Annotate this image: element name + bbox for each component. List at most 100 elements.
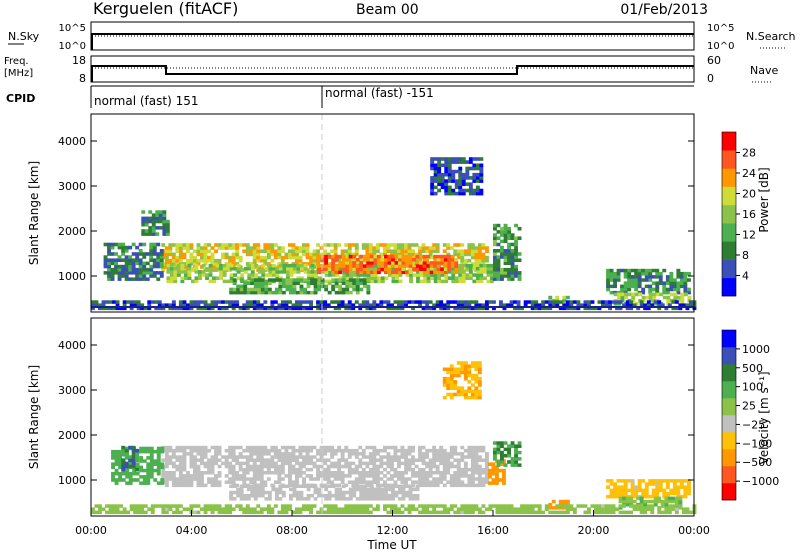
heatmap-cell xyxy=(432,483,437,488)
heatmap-cell xyxy=(503,255,508,259)
heatmap-cell xyxy=(337,448,342,453)
heatmap-cell xyxy=(495,504,500,508)
heatmap-cell xyxy=(125,475,130,479)
heatmap-cell xyxy=(502,478,506,482)
heatmap-cell xyxy=(517,226,522,231)
heatmap-cell xyxy=(551,506,556,510)
heatmap-cell xyxy=(470,504,475,508)
heatmap-cell xyxy=(259,510,264,515)
heatmap-cell xyxy=(121,271,126,275)
colorbar-swatch xyxy=(722,223,736,242)
heatmap-cell xyxy=(641,271,646,276)
heatmap-cell xyxy=(178,464,183,469)
heatmap-cell xyxy=(358,306,363,311)
heatmap-cell xyxy=(683,494,688,499)
heatmap-cell xyxy=(411,243,415,247)
heatmap-cell xyxy=(449,392,454,397)
heatmap-cell xyxy=(470,507,475,511)
heatmap-cell xyxy=(613,284,617,289)
heatmap-cell xyxy=(510,274,515,278)
heatmap-cell xyxy=(404,471,408,475)
heatmap-cell xyxy=(324,264,329,268)
heatmap-cell xyxy=(292,278,297,282)
heatmap-cell xyxy=(273,448,278,453)
heatmap-cell xyxy=(303,497,307,501)
heatmap-cell xyxy=(387,264,392,268)
heatmap-cell xyxy=(361,448,366,453)
heatmap-cell xyxy=(646,306,651,311)
heatmap-cell xyxy=(590,300,595,304)
heatmap-cell xyxy=(496,450,501,455)
heatmap-cell xyxy=(148,219,153,224)
heatmap-cell xyxy=(366,290,371,295)
heatmap-cell xyxy=(387,261,392,265)
heatmap-cell xyxy=(460,303,465,307)
heatmap-cell xyxy=(648,278,653,282)
heatmap-cell xyxy=(114,271,118,275)
heatmap-cell xyxy=(418,471,422,475)
heatmap-cell xyxy=(263,300,268,304)
heatmap-cell xyxy=(242,306,247,311)
heatmap-cell xyxy=(435,483,440,488)
heatmap-cell xyxy=(470,480,475,484)
heatmap-cell xyxy=(401,497,406,501)
heatmap-cell xyxy=(326,467,331,472)
heatmap-cell xyxy=(145,271,150,275)
heatmap-cell xyxy=(221,306,225,311)
heatmap-cell xyxy=(340,507,345,511)
heatmap-cell xyxy=(319,464,324,469)
heatmap-cell xyxy=(644,494,649,499)
heatmap-cell xyxy=(239,284,244,289)
heatmap-cell xyxy=(229,497,234,501)
heatmap-cell xyxy=(133,507,138,511)
heatmap-cell xyxy=(507,267,511,272)
heatmap-cell xyxy=(358,507,363,511)
heatmap-cell xyxy=(669,275,674,279)
heatmap-cell xyxy=(447,163,452,168)
heatmap-cell xyxy=(470,246,475,250)
heatmap-cell xyxy=(114,252,118,256)
heatmap-cell xyxy=(270,246,275,250)
heatmap-cell xyxy=(193,477,197,481)
heatmap-cell xyxy=(422,254,427,259)
heatmap-cell xyxy=(264,273,269,277)
heatmap-cell xyxy=(479,279,484,284)
heatmap-cell xyxy=(565,507,570,511)
heatmap-cell xyxy=(456,452,461,456)
colorbar-tick-label: 16 xyxy=(742,208,756,221)
heatmap-cell xyxy=(289,278,293,282)
heatmap-cell xyxy=(245,262,250,266)
heatmap-cell xyxy=(214,483,218,488)
heatmap-cell xyxy=(437,276,442,280)
heatmap-cell xyxy=(415,487,420,492)
heatmap-cell xyxy=(407,464,412,469)
heatmap-cell xyxy=(316,458,320,462)
heatmap-cell xyxy=(583,504,588,508)
heatmap-cell xyxy=(630,278,635,282)
heatmap-cell xyxy=(259,507,264,511)
heatmap-cell xyxy=(243,484,248,488)
heatmap-cell xyxy=(119,510,123,515)
heatmap-cell xyxy=(152,271,157,275)
heatmap-cell xyxy=(354,504,359,508)
heatmap-cell xyxy=(259,477,264,481)
heatmap-cell xyxy=(238,452,243,456)
heatmap-cell xyxy=(534,303,539,307)
heatmap-cell xyxy=(384,258,388,262)
heatmap-cell xyxy=(142,261,147,266)
heatmap-cell xyxy=(458,188,463,193)
heatmap-cell xyxy=(361,300,366,304)
heatmap-cell xyxy=(235,243,240,247)
heatmap-cell xyxy=(164,455,169,459)
heatmap-cell xyxy=(253,487,258,492)
heatmap-cell xyxy=(338,493,343,498)
x-axis-label: Time UT xyxy=(366,538,417,552)
heatmap-cell xyxy=(326,474,331,478)
heatmap-cell xyxy=(270,510,275,515)
heatmap-cell xyxy=(193,510,197,515)
heatmap-cell xyxy=(138,242,143,247)
heatmap-cell xyxy=(245,243,250,247)
heatmap-cell xyxy=(274,493,279,498)
heatmap-cell xyxy=(503,239,508,244)
heatmap-cell xyxy=(405,254,409,259)
